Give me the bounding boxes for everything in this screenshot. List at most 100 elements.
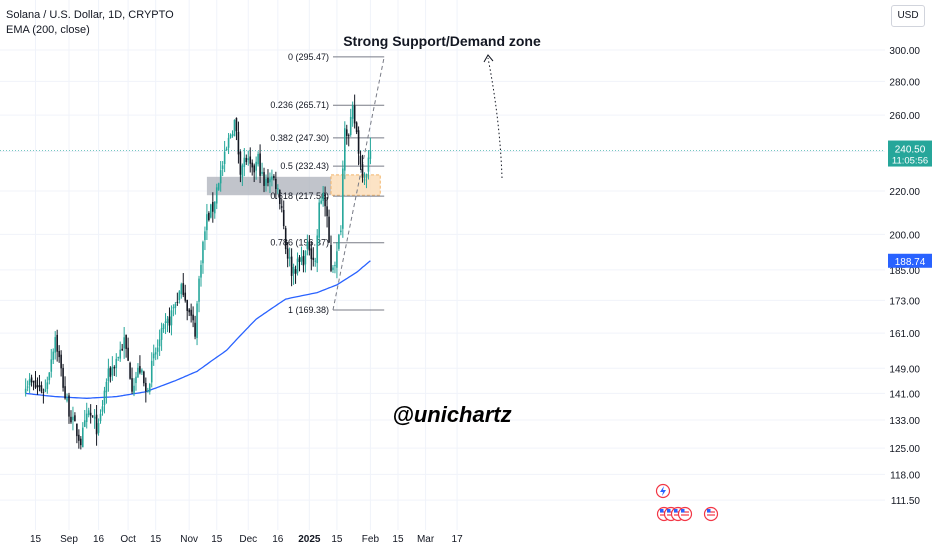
candle-body	[290, 256, 293, 276]
candle-body	[300, 257, 303, 262]
candle	[70, 410, 72, 424]
candle-body	[81, 427, 84, 448]
flag-canton	[660, 509, 664, 513]
candle	[80, 436, 82, 450]
candle-body	[143, 371, 145, 384]
candle-body	[139, 366, 141, 373]
candle	[170, 305, 173, 336]
candle-body	[245, 157, 248, 163]
candle-body	[78, 434, 80, 441]
candle	[97, 418, 100, 436]
candle-body	[56, 334, 58, 352]
x-tick-label: Sep	[60, 534, 78, 545]
candle-body	[176, 301, 179, 303]
candle-body	[30, 377, 33, 383]
candle-body	[200, 264, 202, 278]
candle-body	[227, 137, 230, 148]
candle	[129, 361, 131, 380]
candle-body	[267, 177, 269, 183]
candle-body	[154, 352, 157, 355]
currency-button[interactable]: USD	[891, 5, 925, 27]
candle-body	[344, 128, 346, 171]
candle-body	[54, 337, 57, 353]
candle-body	[115, 358, 118, 369]
candle	[152, 344, 155, 366]
candle-body	[172, 307, 175, 309]
candle	[131, 367, 133, 394]
candle	[227, 133, 230, 155]
candle-body	[152, 353, 155, 359]
candle	[334, 261, 336, 274]
y-tick-label: 125.00	[889, 444, 920, 455]
candle	[190, 303, 192, 323]
candle	[127, 337, 129, 362]
candles-layer	[24, 94, 372, 450]
last-price-badge	[888, 140, 932, 167]
candle	[168, 307, 171, 333]
candle-body	[280, 206, 283, 208]
candle-body	[174, 304, 177, 308]
y-tick-label: 185.00	[889, 266, 920, 277]
candle-body	[34, 380, 37, 388]
candle	[143, 370, 145, 387]
candle-body	[347, 135, 350, 137]
candle-body	[249, 156, 252, 164]
candle-body	[332, 267, 334, 270]
candle	[91, 415, 94, 418]
candle	[182, 273, 185, 298]
candle	[282, 200, 285, 230]
candle	[89, 404, 92, 424]
candle	[330, 235, 332, 273]
candle-body	[215, 187, 218, 204]
candle	[314, 257, 317, 267]
candle	[349, 108, 352, 137]
y-tick-label: 149.00	[889, 364, 920, 375]
x-tick-label: Dec	[239, 534, 257, 545]
candle	[186, 299, 188, 321]
candle	[28, 373, 31, 394]
candle	[66, 393, 68, 403]
candle	[206, 203, 208, 241]
candle-body	[251, 162, 254, 168]
price-axis: 111.50 118.00 125.00 133.00 141.00 149.00 161.…	[0, 46, 932, 507]
candle-body	[70, 416, 72, 423]
candle	[24, 378, 27, 397]
candle-body	[150, 360, 153, 383]
candle	[280, 199, 283, 213]
candle	[184, 284, 187, 303]
candle	[332, 265, 334, 274]
candle-body	[83, 420, 86, 427]
candle-body	[324, 193, 326, 207]
candle	[147, 387, 149, 393]
candle-body	[158, 339, 161, 347]
ema-badge	[888, 253, 932, 268]
candle	[208, 211, 210, 222]
candle	[312, 247, 315, 267]
indicator-label[interactable]: EMA (200, close)	[6, 24, 90, 36]
candle	[298, 255, 301, 272]
candle	[164, 313, 167, 335]
y-tick-label: 161.00	[889, 329, 920, 340]
x-tick-label: 17	[452, 534, 464, 545]
candle-body	[121, 348, 123, 351]
candle-body	[109, 367, 112, 377]
candle	[115, 353, 118, 377]
candle-body	[141, 369, 143, 373]
candle-body	[210, 204, 212, 218]
candle-body	[60, 354, 62, 369]
candle-body	[298, 257, 301, 263]
candle-body	[137, 367, 139, 378]
candle-body	[119, 349, 122, 359]
candle	[300, 246, 303, 266]
candle	[213, 201, 216, 219]
candle	[233, 119, 236, 137]
candle	[202, 240, 204, 274]
candle	[58, 345, 60, 363]
candle	[178, 290, 181, 304]
candle-body	[74, 415, 76, 422]
candle-body	[26, 386, 29, 388]
candle-body	[32, 381, 35, 383]
candle	[46, 376, 49, 394]
candle-body	[145, 382, 147, 392]
